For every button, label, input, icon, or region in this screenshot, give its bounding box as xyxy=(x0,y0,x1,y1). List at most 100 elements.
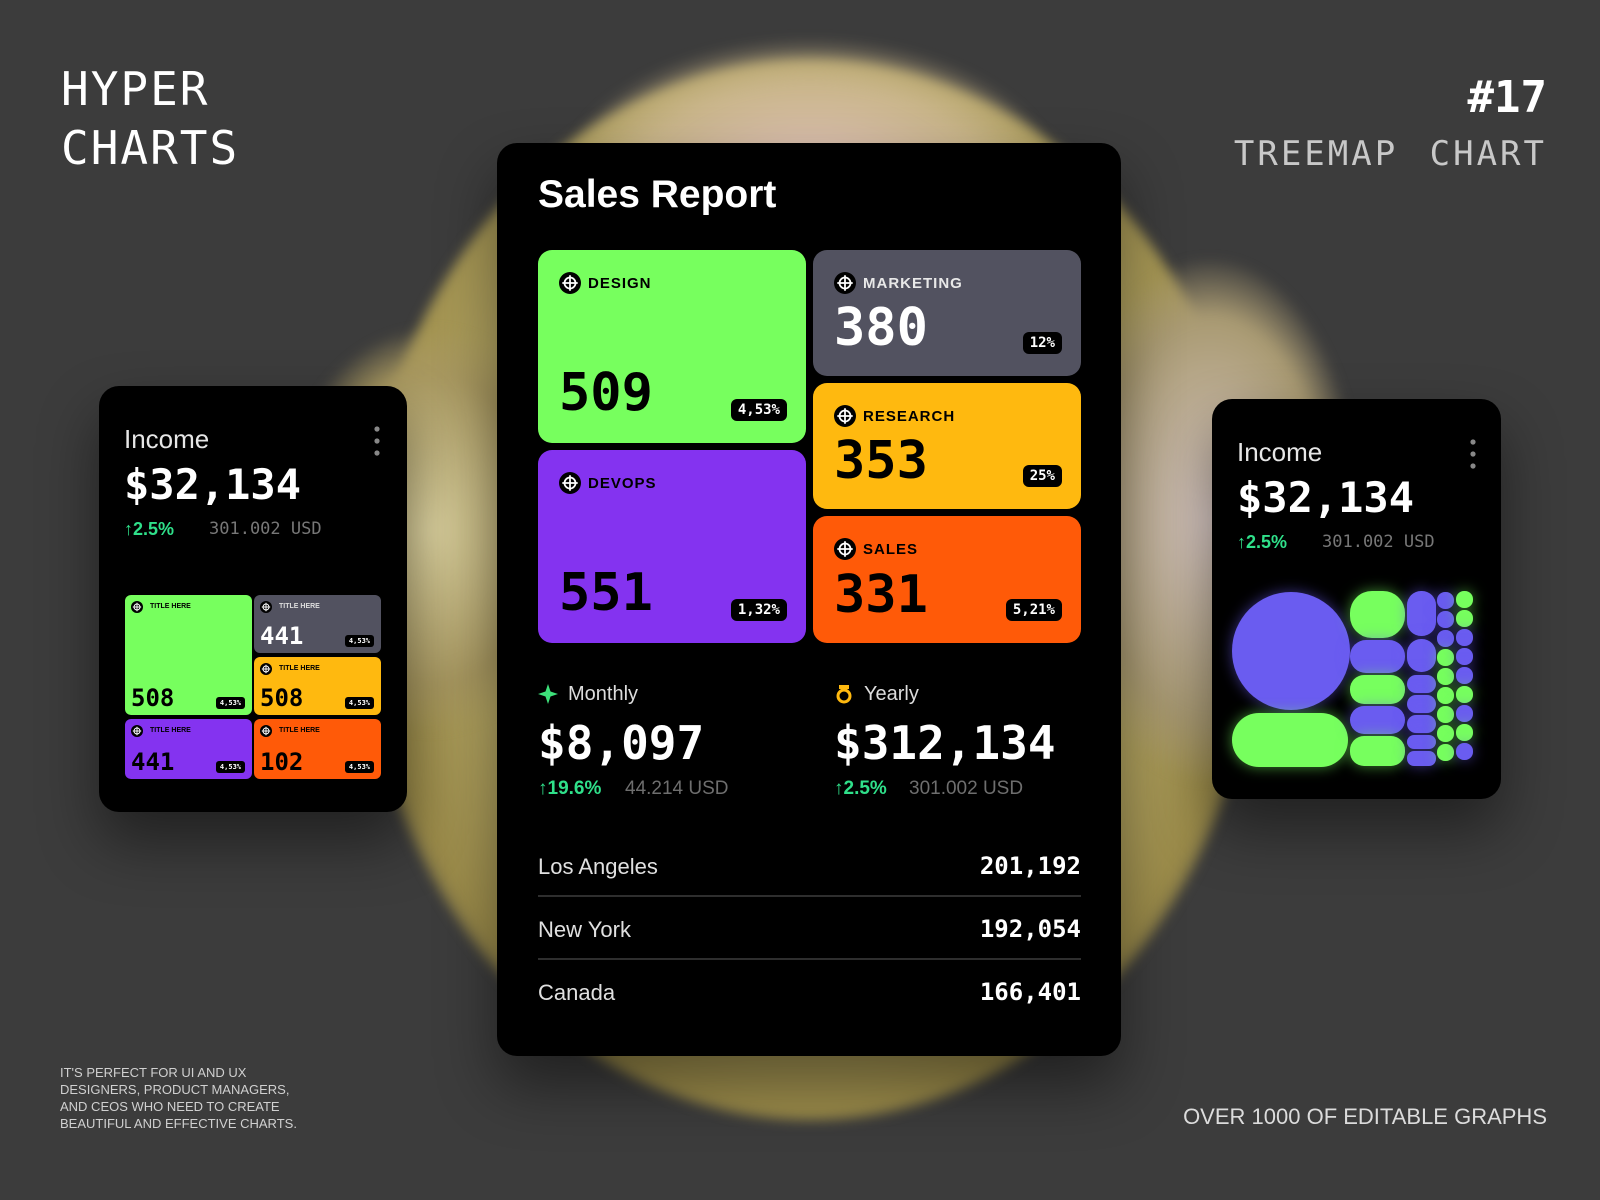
tile-value: 380 xyxy=(834,298,928,358)
summary-label: Yearly xyxy=(864,683,919,705)
treemap-tile: TITLE HERE 508 4,53% xyxy=(125,595,252,715)
icon xyxy=(559,472,581,494)
tile-percent: 4,53% xyxy=(344,697,374,709)
footer-note: BEAUTIFUL AND EFFECTIVE CHARTS. xyxy=(60,1116,297,1131)
chart-number: #17 xyxy=(1467,72,1547,123)
dots-icon[interactable] xyxy=(1470,439,1476,469)
row-name: Canada xyxy=(538,980,616,1005)
tile-value: 508 xyxy=(131,684,175,712)
summary-usd: 44.214 USD xyxy=(625,778,729,799)
bubble xyxy=(1456,686,1473,703)
icon xyxy=(834,272,856,294)
bubble xyxy=(1456,629,1473,646)
footer-note: IT'S PERFECT FOR UI AND UX xyxy=(60,1065,247,1080)
tile-label: TITLE HERE xyxy=(279,603,320,610)
card-title: Income xyxy=(1237,437,1323,467)
icon xyxy=(834,538,856,560)
tile-label: TITLE HERE xyxy=(150,603,191,610)
bubble xyxy=(1437,687,1454,704)
bubble xyxy=(1350,675,1405,704)
bubble xyxy=(1232,592,1350,710)
row-value: 201,192 xyxy=(979,852,1081,880)
tile-label: DEVOPS xyxy=(588,475,657,492)
tile-value: 353 xyxy=(834,431,928,491)
tile-value: 102 xyxy=(260,748,304,776)
tile-label: MARKETING xyxy=(863,275,963,292)
tile-value: 441 xyxy=(131,748,175,776)
card-value: $32,134 xyxy=(124,460,302,509)
icon xyxy=(131,725,143,737)
bubble-chart xyxy=(1232,589,1487,769)
tile-label: TITLE HERE xyxy=(150,727,191,734)
medal-icon xyxy=(836,685,852,704)
bubble xyxy=(1456,610,1473,627)
tile-percent: 12% xyxy=(1022,332,1062,354)
tile-label: SALES xyxy=(863,541,919,558)
row-divider xyxy=(538,958,1081,960)
tile-value: 331 xyxy=(834,565,928,625)
summary-change: ↑19.6% xyxy=(538,778,602,799)
treemap-tile: TITLE HERE 508 4,53% xyxy=(254,657,381,715)
row-value: 192,054 xyxy=(979,915,1081,943)
bubble xyxy=(1407,695,1436,713)
tile-label: RESEARCH xyxy=(863,408,956,425)
sales-card: Sales Report DESIGN 509 4,53% DEVOPS 551 1,32%… xyxy=(497,143,1121,1056)
tile-label: TITLE HERE xyxy=(279,665,320,672)
tile-icon xyxy=(834,272,856,294)
icon xyxy=(260,663,272,675)
bubble xyxy=(1232,713,1348,767)
income-card: Income $32,134 ↑2.5% 301.002 USD TITLE HERE 5… xyxy=(99,386,407,812)
menu-dots[interactable] xyxy=(374,426,380,456)
summary-icon xyxy=(834,684,854,704)
card-change: ↑2.5% xyxy=(1237,532,1288,552)
tile-icon xyxy=(834,538,856,560)
tile-icon xyxy=(559,472,581,494)
tile-icon xyxy=(260,724,272,737)
bubble xyxy=(1350,736,1405,766)
bubble xyxy=(1407,751,1436,766)
icon xyxy=(131,601,143,613)
bubble xyxy=(1456,667,1473,684)
treemap-tile: TITLE HERE 441 4,53% xyxy=(254,595,381,653)
bubble xyxy=(1407,639,1436,672)
tile-percent: 4,53% xyxy=(730,399,787,421)
tile-icon xyxy=(131,600,143,613)
tagline: OVER 1000 OF EDITABLE GRAPHS xyxy=(1183,1104,1547,1129)
bubble xyxy=(1456,648,1473,665)
menu-dots[interactable] xyxy=(1470,439,1476,469)
row-name: Los Angeles xyxy=(538,854,658,879)
bubble xyxy=(1456,705,1473,722)
dots-icon[interactable] xyxy=(374,426,380,456)
icon xyxy=(834,405,856,427)
card-title: Sales Report xyxy=(538,173,777,216)
bubble xyxy=(1437,706,1454,723)
icon xyxy=(260,601,272,613)
treemap-tile: DEVOPS 551 1,32% xyxy=(538,450,806,643)
tile-percent: 4,53% xyxy=(344,761,374,773)
income-card: Income $32,134 ↑2.5% 301.002 USD xyxy=(1212,399,1501,799)
tile-percent: 4,53% xyxy=(215,697,245,709)
bubble xyxy=(1437,592,1454,609)
bubble xyxy=(1407,675,1436,693)
tile-percent: 4,53% xyxy=(215,761,245,773)
bubble xyxy=(1437,611,1454,628)
bubble xyxy=(1437,630,1454,647)
treemap-tile: TITLE HERE 441 4,53% xyxy=(125,719,252,779)
bubble xyxy=(1407,715,1436,733)
summary-value: $8,097 xyxy=(538,716,705,770)
tile-icon xyxy=(559,272,581,294)
tile-percent: 5,21% xyxy=(1005,599,1062,621)
row-divider xyxy=(538,895,1081,897)
tile-label: TITLE HERE xyxy=(279,727,320,734)
treemap-tile: RESEARCH 353 25% xyxy=(813,383,1081,509)
treemap-tile: TITLE HERE 102 4,53% xyxy=(254,719,381,779)
footer-note: AND CEOS WHO NEED TO CREATE xyxy=(60,1099,280,1114)
tile-label: DESIGN xyxy=(588,275,652,292)
bubble xyxy=(1456,591,1473,608)
tile-icon xyxy=(260,662,272,675)
icon xyxy=(559,272,581,294)
chart-subtitle: TREEMAP CHART xyxy=(1233,134,1547,174)
treemap-tile: DESIGN 509 4,53% xyxy=(538,250,806,443)
footer-note: DESIGNERS, PRODUCT MANAGERS, xyxy=(60,1082,290,1097)
